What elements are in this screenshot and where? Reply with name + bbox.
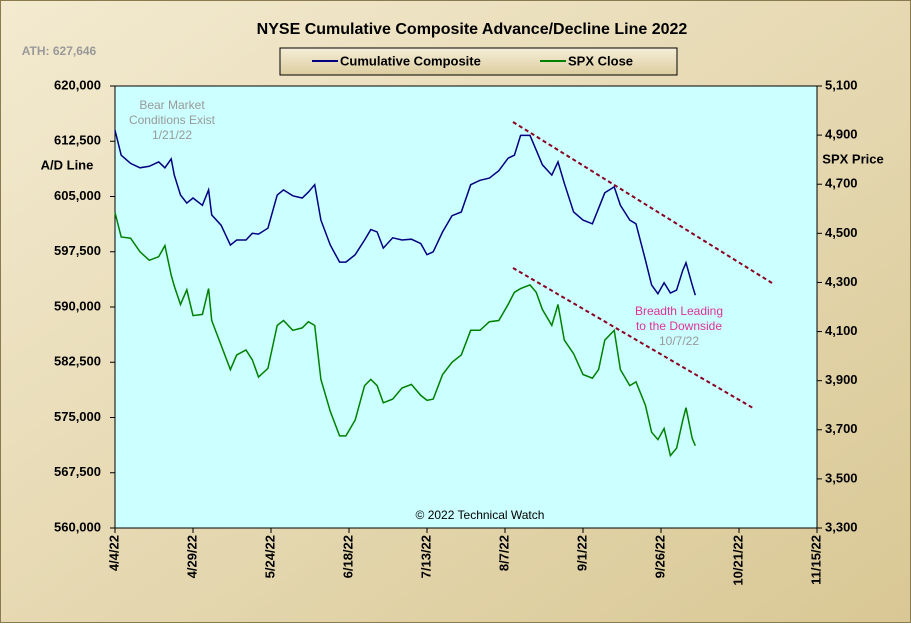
x-tick-label: 4/29/22 (184, 535, 199, 578)
y-tick-label: 560,000 (54, 519, 101, 534)
chart-title: NYSE Cumulative Composite Advance/Declin… (257, 21, 688, 38)
x-tick-label: 7/13/22 (418, 535, 433, 578)
ath-note: ATH: 627,646 (22, 44, 97, 58)
annotation: to the Downside (636, 319, 722, 333)
y2-tick-label: 3,900 (825, 372, 858, 387)
y2-tick-label: 4,300 (825, 274, 858, 289)
x-tick-label: 5/24/22 (262, 535, 277, 578)
y-tick-label: 567,500 (54, 464, 101, 479)
y2-tick-label: 3,500 (825, 470, 858, 485)
legend (279, 47, 678, 76)
series-line (114, 212, 696, 458)
x-tick-label: 10/21/22 (730, 535, 745, 586)
trend-line (512, 121, 773, 284)
annotation: 10/7/22 (659, 334, 699, 348)
x-tick-label: 4/4/22 (106, 535, 121, 571)
y2-tick-label: 3,300 (825, 519, 858, 534)
x-tick-label: 8/7/22 (496, 535, 511, 571)
y-tick-label: 597,500 (54, 243, 101, 258)
y2-tick-label: 5,100 (825, 77, 858, 92)
trend-line (512, 267, 754, 409)
y2-tick-label: 4,500 (825, 225, 858, 240)
plot-area (114, 85, 818, 529)
x-tick-label: 9/1/22 (574, 535, 589, 571)
y2-tick-label: 3,700 (825, 421, 858, 436)
y-tick-label: 620,000 (54, 77, 101, 92)
annotation: 1/21/22 (152, 128, 192, 142)
annotation: Breadth Leading (635, 304, 723, 318)
x-tick-label: 6/18/22 (340, 535, 355, 578)
y2-axis-label: SPX Price (822, 151, 883, 166)
annotation: Conditions Exist (129, 113, 216, 127)
credit: © 2022 Technical Watch (416, 508, 545, 522)
y-tick-label: 582,500 (54, 354, 101, 369)
x-tick-label: 11/15/22 (808, 535, 823, 585)
x-tick-label: 9/26/22 (652, 535, 667, 578)
y2-tick-label: 4,900 (825, 127, 858, 142)
y-tick-label: 575,000 (54, 409, 101, 424)
series-line (114, 130, 697, 296)
y-tick-label: 605,000 (54, 188, 101, 203)
legend-label: Cumulative Composite (340, 53, 481, 68)
annotation: Bear Market (139, 98, 205, 112)
y2-tick-label: 4,100 (825, 323, 858, 338)
y2-tick-label: 4,700 (825, 176, 858, 191)
y-tick-label: 612,500 (54, 133, 101, 148)
y-tick-label: 590,000 (54, 298, 101, 313)
y-axis-label: A/D Line (41, 157, 94, 172)
legend-label: SPX Close (568, 53, 633, 68)
